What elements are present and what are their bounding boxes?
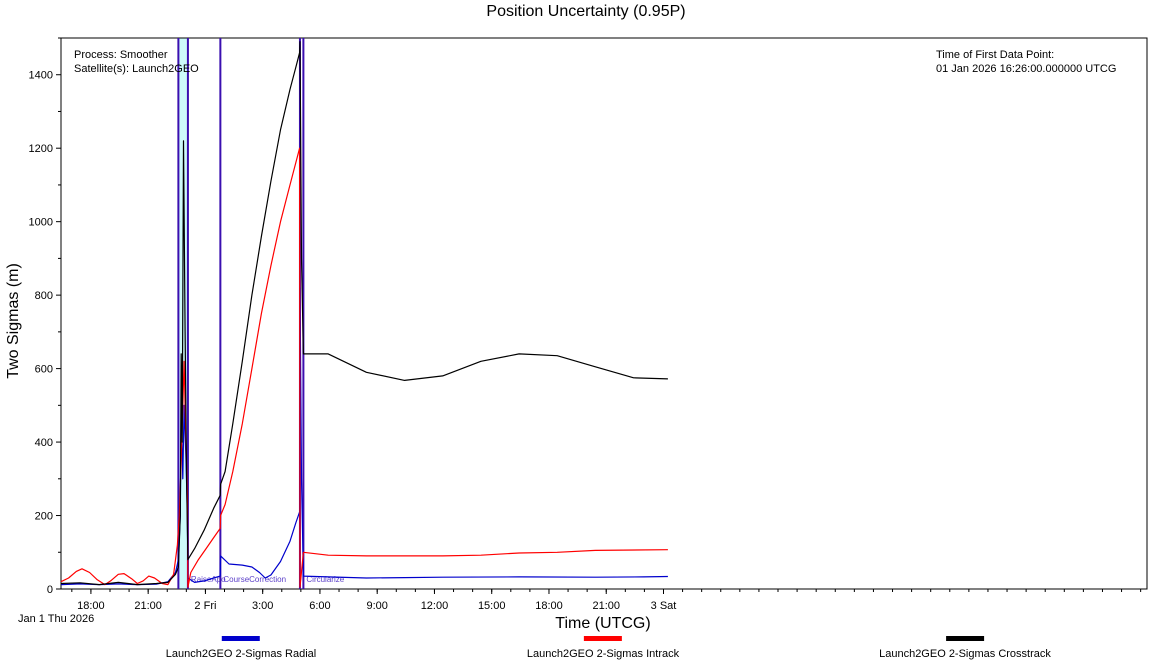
- x-tick-label: 6:00: [309, 600, 330, 612]
- y-tick-label: 400: [35, 437, 53, 449]
- y-tick-label: 0: [47, 584, 53, 596]
- y-tick-label: 1200: [29, 143, 53, 155]
- legend-label-crosstrack: Launch2GEO 2-Sigmas Crosstrack: [879, 648, 1051, 660]
- y-tick-label: 1400: [29, 70, 53, 82]
- series-line: [60, 41, 668, 586]
- info-process: Process: Smoother: [74, 49, 168, 61]
- event-label: Circularize: [306, 575, 344, 584]
- legend-swatch-radial: [221, 636, 260, 641]
- x-tick-label: 18:00: [77, 600, 105, 612]
- legend-label-intrack: Launch2GEO 2-Sigmas Intrack: [526, 648, 680, 660]
- info-first-point-label: Time of First Data Point:: [936, 49, 1054, 61]
- legend-label-radial: Launch2GEO 2-Sigmas Radial: [165, 648, 317, 660]
- info-first-point-value: 01 Jan 2026 16:26:00.000000 UTCG: [936, 63, 1116, 75]
- y-tick-label: 600: [35, 364, 53, 376]
- legend-item-radial: Launch2GEO 2-Sigmas Radial: [166, 636, 316, 660]
- legend-swatch-intrack: [584, 636, 622, 641]
- chart-title: Position Uncertainty (0.95P): [486, 3, 685, 20]
- x-tick-label: 15:00: [478, 600, 506, 612]
- series-line: [60, 147, 668, 588]
- series-line: [60, 287, 668, 586]
- y-tick-label: 200: [35, 511, 53, 523]
- y-tick-label: 800: [35, 290, 53, 302]
- x-tick-label: 9:00: [366, 600, 387, 612]
- event-label: CourseCorrection: [223, 575, 286, 584]
- x-tick-label: 2 Fri: [194, 600, 216, 612]
- axes: 0 200 400 600 800 1000 1200 1400 18:00 21:00 2 Fri…: [29, 37, 1142, 612]
- y-tick-label: 1000: [29, 217, 53, 229]
- x-tick-label: 3:00: [252, 600, 273, 612]
- legend-swatch-crosstrack: [945, 636, 984, 641]
- x-tick-label: 21:00: [592, 600, 620, 612]
- x-tick-label: 12:00: [421, 600, 449, 612]
- x-axis-label: Time (UTCG): [555, 615, 650, 632]
- x-tick-label: 3 Sat: [651, 600, 677, 612]
- y-axis-label: Two Sigmas (m): [5, 263, 22, 379]
- legend-item-crosstrack: Launch2GEO 2-Sigmas Crosstrack: [879, 636, 1051, 660]
- start-date-label: Jan 1 Thu 2026: [18, 613, 94, 625]
- info-satellite: Satellite(s): Launch2GEO: [74, 63, 199, 75]
- series-lines: [60, 41, 668, 588]
- x-tick-label: 18:00: [535, 600, 563, 612]
- x-tick-label: 21:00: [134, 600, 162, 612]
- legend-item-intrack: Launch2GEO 2-Sigmas Intrack: [527, 636, 679, 660]
- plot-area: [60, 37, 1148, 590]
